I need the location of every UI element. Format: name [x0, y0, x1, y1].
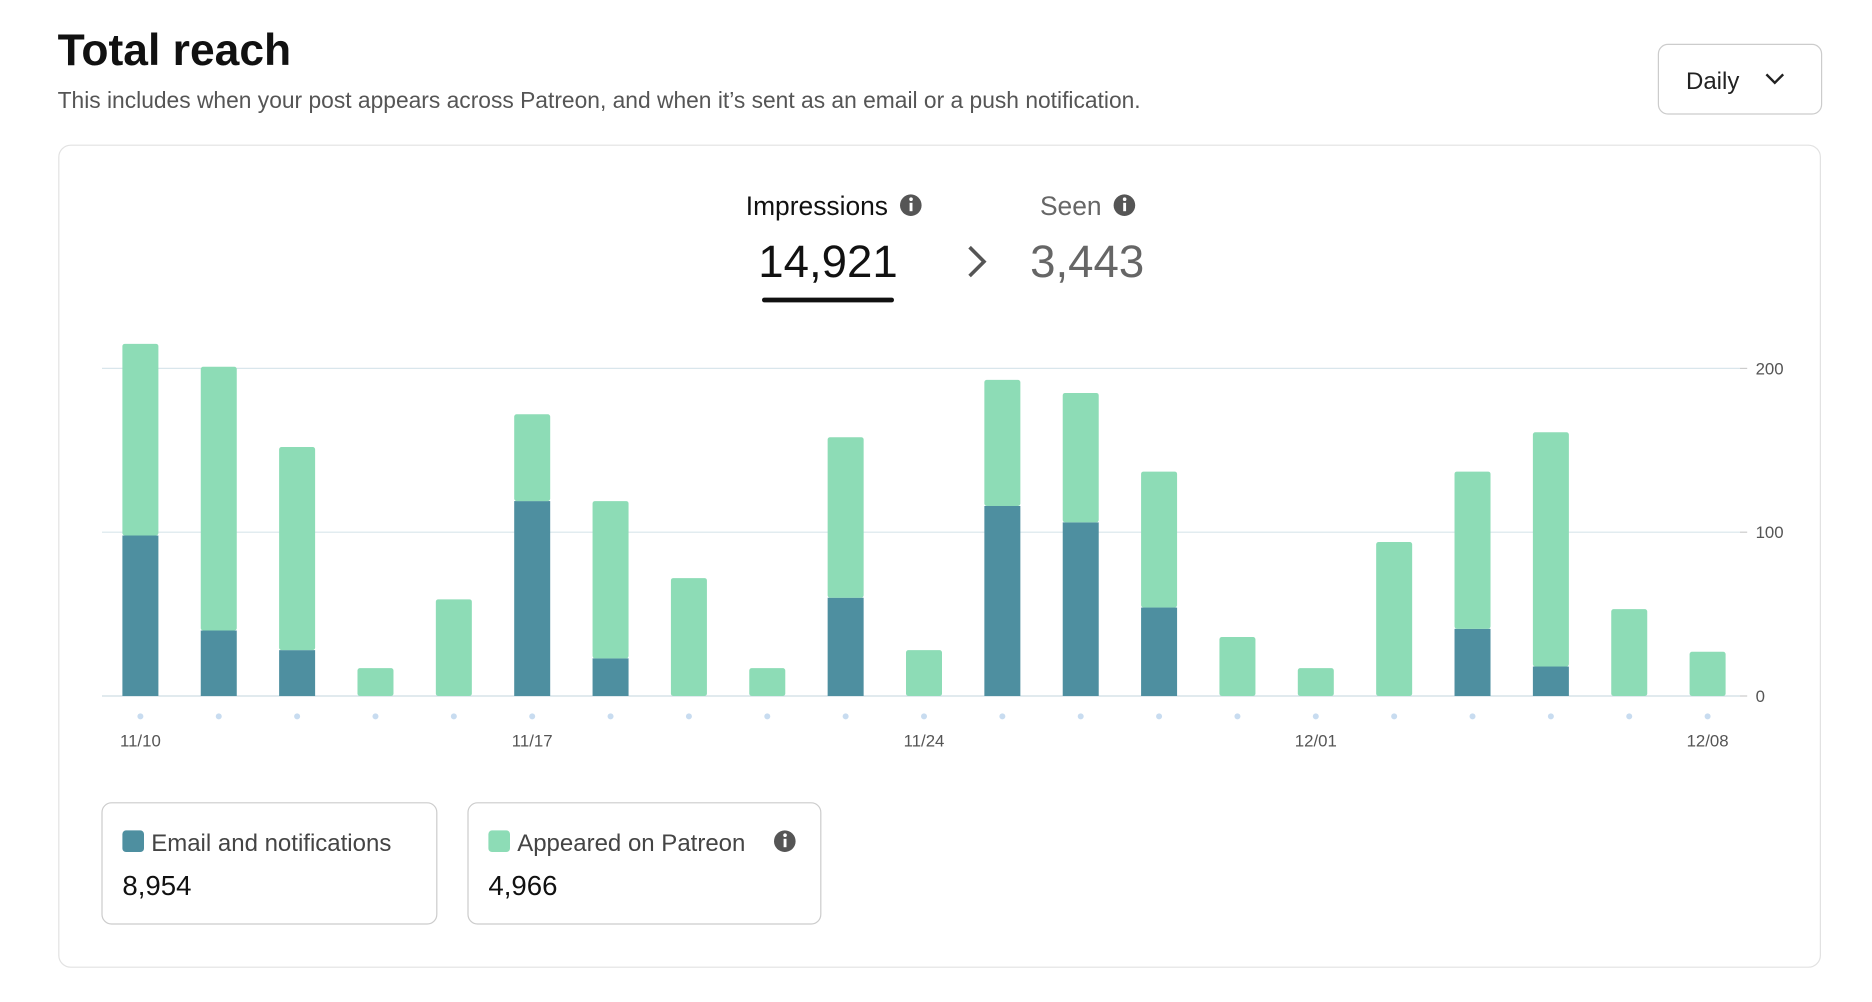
date-dot — [764, 713, 771, 720]
seen-value[interactable]: 3,443 — [1030, 236, 1144, 287]
bar-segment — [1532, 666, 1569, 696]
bar-segment — [1454, 628, 1491, 696]
legend-card — [467, 802, 822, 925]
date-dot — [921, 713, 927, 720]
title: Total reach — [58, 26, 292, 75]
bar-segment — [1141, 607, 1178, 696]
legend-swatch — [488, 830, 510, 852]
date-dot — [294, 713, 301, 720]
bar-segment — [435, 599, 472, 696]
date-dot — [1469, 713, 1476, 720]
date-dot — [842, 713, 849, 720]
bar-segment — [1062, 392, 1099, 523]
tab-underline — [762, 297, 894, 303]
date-dot — [450, 713, 457, 720]
impressions-value[interactable]: 14,921 — [758, 236, 897, 287]
date-dot — [1391, 713, 1398, 720]
bar-segment — [514, 414, 551, 502]
date-dot — [372, 713, 379, 720]
y-tick-label: 200 — [1756, 359, 1784, 378]
bar-segment — [592, 501, 629, 659]
legend-card — [101, 802, 438, 925]
legend-swatch — [122, 830, 144, 852]
bar-segment — [200, 366, 237, 631]
bar-segment — [1454, 471, 1491, 629]
x-tick-label: 11/10 — [120, 731, 161, 750]
date-dot — [215, 713, 222, 720]
date-dot — [1077, 713, 1084, 720]
chevron — [1765, 73, 1785, 85]
bar-segment — [514, 501, 551, 696]
info-icon — [1113, 194, 1136, 216]
subtitle: This includes when your post appears acr… — [58, 87, 1141, 113]
bar-segment — [357, 668, 394, 696]
seen-label[interactable]: Seen — [1040, 191, 1102, 221]
bar-segment — [279, 650, 316, 696]
date-dot — [607, 713, 614, 720]
x-tick-label: 12/01 — [1295, 731, 1337, 750]
bar-segment — [1689, 651, 1726, 696]
bar-segment — [906, 650, 942, 696]
dropdown[interactable] — [1657, 43, 1823, 115]
dropdown-label[interactable]: Daily — [1686, 68, 1739, 95]
bar-segment — [1297, 668, 1334, 696]
date-dot — [999, 713, 1006, 720]
bar-segment — [1219, 637, 1256, 696]
date-dot — [1704, 713, 1711, 720]
bar-segment — [200, 630, 237, 696]
y-tick-label: 0 — [1756, 687, 1765, 706]
bar-segment — [122, 535, 159, 696]
bar-segment — [1062, 522, 1099, 696]
date-dot — [685, 713, 692, 720]
date-dot — [1547, 713, 1554, 720]
bar-segment — [1611, 609, 1648, 696]
date-dot — [1312, 713, 1319, 720]
card — [58, 144, 1821, 968]
x-tick-label: 11/17 — [512, 731, 553, 750]
legend-label: Appeared on Patreon — [517, 830, 745, 857]
bar-segment — [122, 343, 159, 536]
info-icon — [774, 830, 796, 852]
legend-label: Email and notifications — [151, 830, 391, 857]
date-dot — [137, 713, 144, 720]
legend-total: 8,954 — [122, 870, 191, 901]
bar-segment — [1532, 432, 1569, 667]
date-dot — [529, 713, 536, 720]
bar-segment — [279, 447, 316, 651]
y-tick-label: 100 — [1756, 523, 1784, 542]
bar-segment — [1376, 542, 1413, 696]
arrow — [968, 245, 987, 278]
bar-segment — [1141, 471, 1178, 608]
bar-segment — [670, 578, 707, 696]
date-dot — [1626, 713, 1633, 720]
legend-total: 4,966 — [488, 870, 557, 901]
date-dot — [1156, 713, 1163, 720]
bar-segment — [984, 505, 1021, 696]
bar-segment — [749, 668, 786, 696]
x-tick-label: 11/24 — [904, 731, 945, 750]
bar-segment — [827, 437, 864, 598]
date-dot — [1234, 713, 1241, 720]
bar-segment — [827, 597, 864, 696]
impressions-label[interactable]: Impressions — [746, 191, 888, 221]
bar-segment — [592, 658, 629, 696]
x-tick-label: 12/08 — [1687, 731, 1729, 750]
bar-segment — [984, 379, 1021, 506]
info-icon — [900, 194, 922, 216]
